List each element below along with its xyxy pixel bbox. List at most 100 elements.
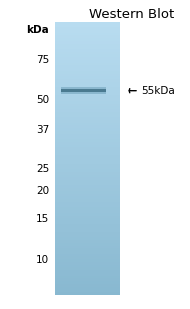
Bar: [55, 101, 120, 104]
Bar: [55, 82, 120, 85]
Bar: [55, 232, 120, 235]
Text: Western Blot: Western Blot: [89, 8, 175, 21]
Bar: [55, 74, 120, 77]
Bar: [55, 205, 120, 208]
Bar: [55, 292, 120, 295]
Bar: [55, 68, 120, 71]
Bar: [55, 172, 120, 175]
Text: kDa: kDa: [27, 25, 49, 35]
Bar: [55, 120, 120, 123]
Bar: [55, 98, 120, 101]
Bar: [55, 90, 120, 93]
Bar: [55, 207, 120, 210]
Text: 75: 75: [36, 55, 49, 65]
Bar: [55, 265, 120, 268]
Bar: [55, 278, 120, 281]
Bar: [55, 115, 120, 117]
Bar: [55, 153, 120, 156]
Bar: [55, 229, 120, 232]
Bar: [55, 123, 120, 126]
Bar: [55, 54, 120, 57]
Bar: [55, 60, 120, 63]
Bar: [55, 213, 120, 216]
Bar: [55, 166, 120, 169]
Text: 15: 15: [36, 214, 49, 224]
Bar: [55, 226, 120, 230]
Bar: [55, 93, 120, 96]
Bar: [55, 235, 120, 238]
Bar: [55, 131, 120, 134]
Bar: [55, 215, 120, 218]
Bar: [55, 106, 120, 109]
Bar: [61, 87, 106, 95]
Bar: [55, 41, 120, 44]
Bar: [55, 197, 120, 199]
Bar: [55, 87, 120, 90]
Bar: [55, 158, 120, 161]
Bar: [55, 27, 120, 30]
Bar: [55, 185, 120, 188]
Bar: [55, 164, 120, 167]
Bar: [55, 256, 120, 260]
Bar: [55, 95, 120, 99]
Bar: [55, 237, 120, 240]
Bar: [55, 139, 120, 142]
Bar: [55, 224, 120, 227]
Bar: [55, 24, 120, 28]
Bar: [55, 133, 120, 137]
Bar: [55, 169, 120, 172]
Bar: [55, 63, 120, 66]
Bar: [55, 240, 120, 243]
Bar: [55, 49, 120, 52]
Bar: [55, 161, 120, 164]
Bar: [55, 188, 120, 191]
Bar: [55, 254, 120, 257]
Bar: [55, 104, 120, 107]
Bar: [55, 199, 120, 202]
Bar: [55, 202, 120, 205]
Bar: [55, 246, 120, 248]
Bar: [55, 243, 120, 246]
Bar: [55, 66, 120, 68]
Bar: [55, 155, 120, 159]
Bar: [55, 276, 120, 279]
Bar: [55, 218, 120, 221]
Bar: [55, 175, 120, 178]
Bar: [55, 210, 120, 213]
Bar: [55, 270, 120, 273]
Bar: [55, 259, 120, 262]
Bar: [55, 84, 120, 87]
Bar: [55, 286, 120, 290]
Bar: [55, 251, 120, 254]
Bar: [55, 136, 120, 139]
Bar: [55, 128, 120, 131]
Bar: [55, 248, 120, 251]
Bar: [55, 180, 120, 183]
Bar: [55, 76, 120, 79]
Bar: [55, 46, 120, 49]
Text: 37: 37: [36, 125, 49, 135]
Bar: [55, 273, 120, 276]
Bar: [55, 289, 120, 292]
Bar: [55, 35, 120, 38]
Bar: [55, 194, 120, 197]
Bar: [55, 112, 120, 115]
Bar: [55, 191, 120, 194]
Bar: [55, 44, 120, 47]
Bar: [55, 262, 120, 265]
Text: 25: 25: [36, 164, 49, 174]
Bar: [61, 89, 106, 92]
Bar: [55, 145, 120, 148]
Text: 55kDa: 55kDa: [141, 86, 175, 96]
Bar: [55, 71, 120, 74]
Bar: [55, 147, 120, 150]
Bar: [55, 284, 120, 287]
Bar: [55, 267, 120, 270]
Bar: [55, 221, 120, 224]
Bar: [55, 79, 120, 82]
Bar: [55, 177, 120, 180]
Text: 10: 10: [36, 255, 49, 265]
Bar: [55, 33, 120, 36]
Bar: [55, 183, 120, 186]
Bar: [55, 52, 120, 55]
